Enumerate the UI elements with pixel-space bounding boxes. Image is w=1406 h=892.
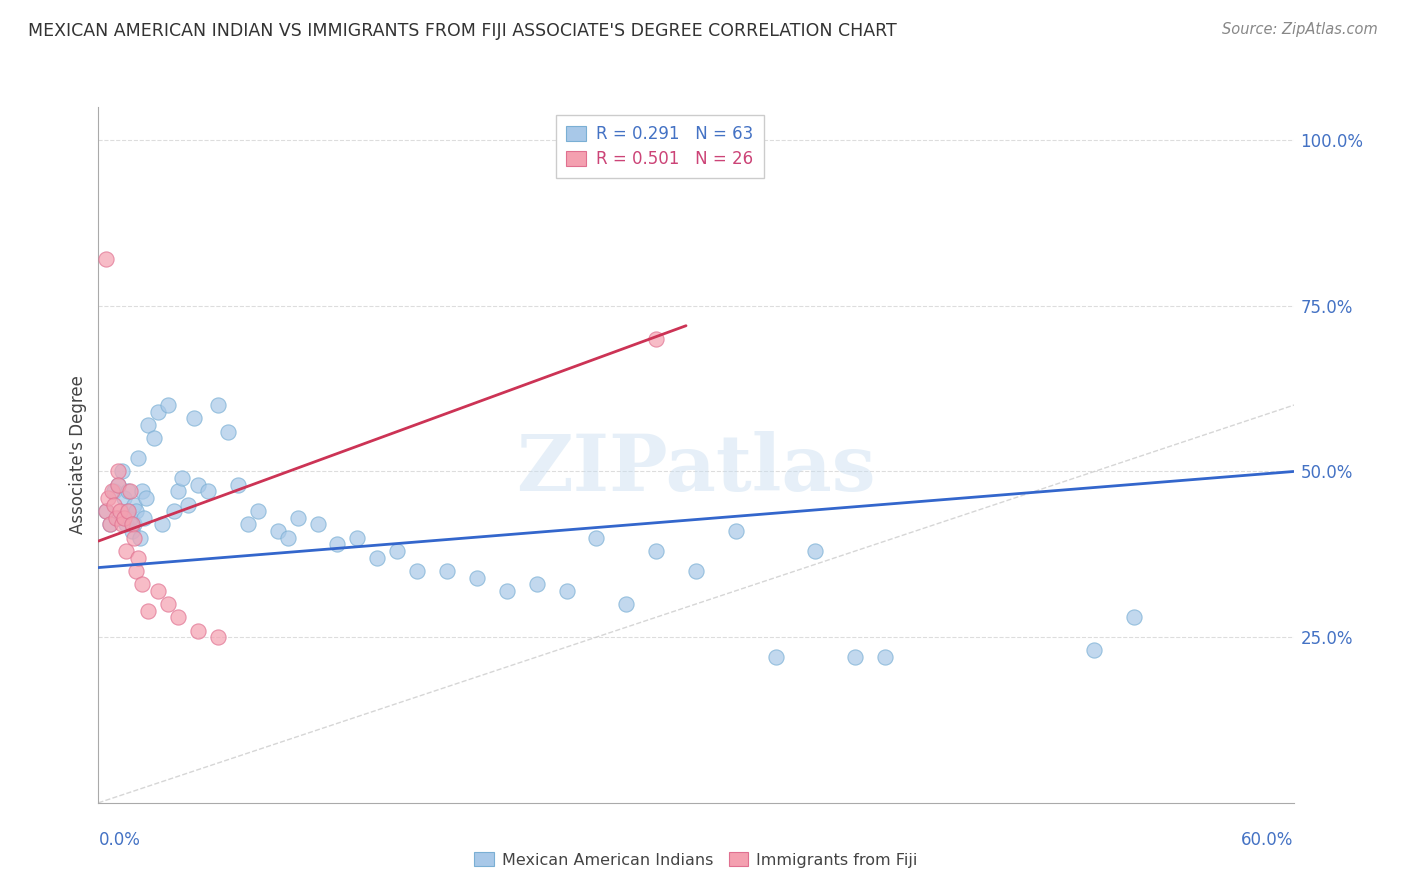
Point — [112, 491, 135, 505]
Point — [131, 484, 153, 499]
Point — [366, 550, 388, 565]
Point — [124, 517, 146, 532]
Point — [107, 511, 129, 525]
Point — [96, 504, 118, 518]
Point — [105, 511, 128, 525]
Point — [765, 650, 787, 665]
Point — [406, 564, 429, 578]
Point — [136, 418, 159, 433]
Point — [614, 597, 637, 611]
Point — [97, 491, 120, 505]
Point — [96, 504, 118, 518]
Point — [207, 398, 229, 412]
Point — [110, 504, 132, 518]
Point — [115, 544, 138, 558]
Point — [465, 570, 488, 584]
Point — [385, 544, 409, 558]
Point — [167, 610, 190, 624]
Point — [135, 491, 157, 505]
Point — [103, 498, 125, 512]
Y-axis label: Associate's Degree: Associate's Degree — [69, 376, 87, 534]
Point — [98, 517, 122, 532]
Point — [585, 531, 607, 545]
Point — [187, 477, 209, 491]
Point — [287, 511, 309, 525]
Text: 0.0%: 0.0% — [98, 830, 141, 848]
Point — [125, 504, 148, 518]
Point — [277, 531, 299, 545]
Point — [436, 564, 458, 578]
Point — [120, 484, 142, 499]
Point — [555, 583, 578, 598]
Point — [844, 650, 866, 665]
Point — [183, 411, 205, 425]
Point — [107, 477, 129, 491]
Point — [346, 531, 368, 545]
Point — [127, 451, 149, 466]
Point — [157, 398, 180, 412]
Point — [724, 524, 747, 538]
Point — [495, 583, 517, 598]
Point — [124, 531, 146, 545]
Point — [645, 544, 668, 558]
Point — [1123, 610, 1146, 624]
Point — [98, 517, 122, 532]
Point — [207, 630, 229, 644]
Point — [115, 517, 138, 532]
Point — [120, 511, 142, 525]
Point — [163, 504, 186, 518]
Point — [134, 511, 156, 525]
Point — [1083, 643, 1105, 657]
Point — [246, 504, 269, 518]
Text: Source: ZipAtlas.com: Source: ZipAtlas.com — [1222, 22, 1378, 37]
Point — [236, 517, 259, 532]
Point — [685, 564, 707, 578]
Point — [96, 252, 118, 267]
Point — [148, 583, 170, 598]
Point — [267, 524, 290, 538]
Text: 60.0%: 60.0% — [1241, 830, 1294, 848]
Point — [121, 524, 143, 538]
Point — [136, 604, 159, 618]
Point — [875, 650, 897, 665]
Point — [121, 517, 143, 532]
Point — [307, 517, 329, 532]
Point — [197, 484, 219, 499]
Point — [101, 484, 124, 499]
Point — [111, 517, 134, 532]
Point — [111, 465, 134, 479]
Point — [143, 431, 166, 445]
Point — [226, 477, 249, 491]
Point — [157, 597, 180, 611]
Point — [177, 498, 200, 512]
Point — [112, 511, 135, 525]
Point — [124, 498, 146, 512]
Point — [103, 484, 125, 499]
Point — [107, 477, 129, 491]
Point — [217, 425, 239, 439]
Point — [131, 577, 153, 591]
Point — [167, 484, 190, 499]
Point — [645, 332, 668, 346]
Point — [117, 504, 139, 518]
Text: MEXICAN AMERICAN INDIAN VS IMMIGRANTS FROM FIJI ASSOCIATE'S DEGREE CORRELATION C: MEXICAN AMERICAN INDIAN VS IMMIGRANTS FR… — [28, 22, 897, 40]
Legend: Mexican American Indians, Immigrants from Fiji: Mexican American Indians, Immigrants fro… — [468, 846, 924, 874]
Point — [804, 544, 827, 558]
Point — [148, 405, 170, 419]
Text: ZIPatlas: ZIPatlas — [516, 431, 876, 507]
Point — [187, 624, 209, 638]
Point — [127, 550, 149, 565]
Point — [129, 531, 152, 545]
Point — [150, 517, 173, 532]
Point — [117, 504, 139, 518]
Point — [172, 471, 194, 485]
Point — [125, 564, 148, 578]
Point — [117, 484, 139, 499]
Point — [107, 465, 129, 479]
Point — [326, 537, 349, 551]
Point — [526, 577, 548, 591]
